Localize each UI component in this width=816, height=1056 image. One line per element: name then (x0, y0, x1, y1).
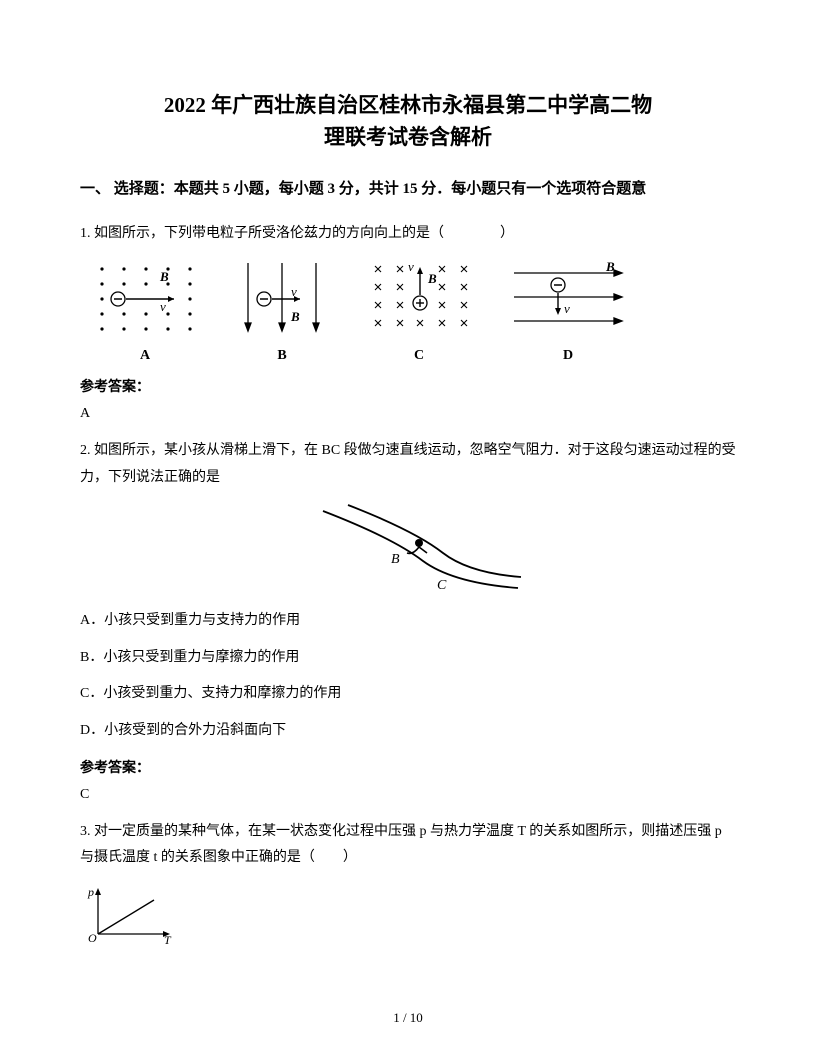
q1-figure-row: B v A v B B (90, 259, 736, 364)
q1-fig-d: B v D (508, 259, 628, 364)
q3-figure: p O T (84, 884, 736, 949)
q3-fig-T: T (164, 933, 172, 944)
q2-figure-svg: B C (293, 503, 523, 598)
q1-fig-b: v B B (234, 259, 330, 364)
q3-fig-O: O (88, 931, 97, 944)
q1-answer: A (80, 406, 736, 422)
q1-fig-d-B: B (605, 259, 615, 274)
q1-fig-c: v B C (364, 259, 474, 364)
q1-fig-c-v: v (408, 259, 414, 274)
exam-title: 2022 年广西壮族自治区桂林市永福县第二中学高二物 理联考试卷含解析 (80, 90, 736, 153)
q2-opt-a: A．小孩只受到重力与支持力的作用 (80, 608, 736, 635)
q1-fig-c-B: B (427, 271, 437, 286)
q3-figure-svg: p O T (84, 884, 174, 944)
q3-fig-p: p (87, 885, 94, 899)
q1-text: 1. 如图所示，下列带电粒子所受洛伦兹力的方向向上的是（ ） (80, 221, 736, 248)
q2-opt-d: D．小孩受到的合外力沿斜面向下 (80, 718, 736, 745)
q1-fig-a-B: B (159, 269, 169, 284)
q2-answer-label: 参考答案： (80, 757, 736, 777)
q1-fig-a: B v A (90, 259, 200, 364)
q2-fig-B: B (391, 552, 400, 567)
q1-fig-b-v: v (291, 284, 297, 299)
q2-opt-c: C．小孩受到重力、支持力和摩擦力的作用 (80, 681, 736, 708)
q1-fig-b-B: B (290, 309, 300, 324)
q1-answer-label: 参考答案： (80, 376, 736, 396)
q2-text: 2. 如图所示，某小孩从滑梯上滑下，在 BC 段做匀速直线运动，忽略空气阻力．对… (80, 438, 736, 491)
q2-opt-b: B．小孩只受到重力与摩擦力的作用 (80, 645, 736, 672)
q1-fig-d-svg: B v (508, 259, 628, 337)
title-line-2: 理联考试卷含解析 (80, 122, 736, 154)
q1-label-c: C (364, 348, 474, 364)
q2-figure: B C (80, 503, 736, 598)
q1-fig-d-v: v (564, 301, 570, 316)
q1-label-d: D (508, 348, 628, 364)
q2-answer: C (80, 787, 736, 803)
title-line-1: 2022 年广西壮族自治区桂林市永福县第二中学高二物 (80, 90, 736, 122)
q1-fig-c-svg: v B (364, 259, 474, 337)
q1-label-b: B (234, 348, 330, 364)
q3-text: 3. 对一定质量的某种气体，在某一状态变化过程中压强 p 与热力学温度 T 的关… (80, 819, 736, 872)
q1-fig-a-v: v (160, 299, 166, 314)
section-1-header: 一、 选择题：本题共 5 小题，每小题 3 分，共计 15 分．每小题只有一个选… (80, 177, 736, 203)
q2-options: A．小孩只受到重力与支持力的作用 B．小孩只受到重力与摩擦力的作用 C．小孩受到… (80, 608, 736, 744)
page-number: 1 / 10 (0, 1010, 816, 1026)
q1-fig-b-svg: v B (234, 259, 330, 337)
q1-label-a: A (90, 348, 200, 364)
q1-fig-a-svg: B v (90, 259, 200, 337)
q2-fig-C: C (437, 578, 447, 593)
